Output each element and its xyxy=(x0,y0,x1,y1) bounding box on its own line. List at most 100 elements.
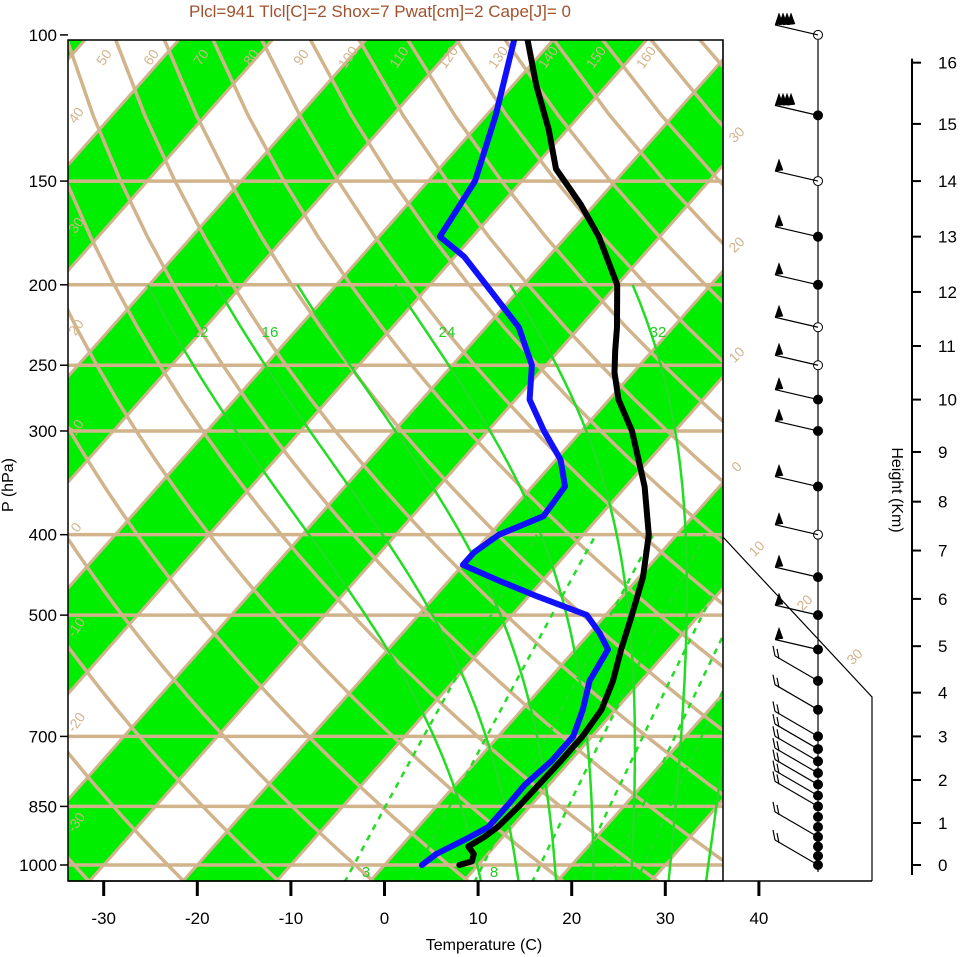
mixing-ratio-label: 12 xyxy=(192,324,209,341)
temperature-band xyxy=(557,694,723,881)
wind-barb-feather xyxy=(776,804,780,816)
temperature-tick-label: 0 xyxy=(380,909,389,928)
isotherm xyxy=(68,40,462,485)
height-tick-label: 6 xyxy=(938,590,947,609)
isotherm-label: 30 xyxy=(843,645,865,667)
temperature-band xyxy=(68,59,723,881)
wind-barb-feather xyxy=(776,648,780,659)
wind-barb-feather xyxy=(776,763,780,774)
temperature-profile-line xyxy=(456,40,652,868)
mixing-ratio-label: 32 xyxy=(650,324,667,341)
wind-barb-feather xyxy=(776,832,780,844)
height-tick-label: 14 xyxy=(938,172,957,191)
pressure-tick-label: 200 xyxy=(29,276,57,295)
wind-barb xyxy=(774,354,819,366)
height-tick-label: 9 xyxy=(938,443,947,462)
wind-barb-flag xyxy=(774,304,784,318)
height-tick-label: 3 xyxy=(938,727,947,746)
wind-barb-feather xyxy=(772,701,776,712)
dry-adiabat xyxy=(938,35,961,900)
pressure-tick-label: 1000 xyxy=(19,856,57,875)
height-tick-label: 15 xyxy=(938,115,957,134)
wind-barb xyxy=(774,475,819,488)
wind-barb xyxy=(774,770,819,797)
height-tick-label: 1 xyxy=(938,814,947,833)
y-axis-title: P (hPa) xyxy=(0,458,17,512)
wind-station-marker xyxy=(813,841,823,852)
wind-barb-flag xyxy=(774,376,784,390)
wind-barb-feather xyxy=(772,760,776,771)
height-tick-label: 0 xyxy=(938,856,947,875)
moist-adiabat xyxy=(146,284,483,881)
isotherm xyxy=(68,40,368,379)
wind-barb-flag xyxy=(774,408,784,422)
isotherm xyxy=(181,268,723,881)
height-tick-label: 8 xyxy=(938,493,947,512)
wind-barb xyxy=(774,604,819,616)
wind-barb-flag xyxy=(774,213,784,227)
wind-barb-flag xyxy=(774,342,784,356)
wind-barb xyxy=(774,655,819,682)
wind-barb-feather xyxy=(776,752,780,763)
temperature-tick-label: -20 xyxy=(185,909,210,928)
temperature-axis: -30 -20 -10 0 10 20 30 40 xyxy=(91,881,768,928)
wind-barb-feather xyxy=(772,771,776,782)
isotherm xyxy=(916,35,961,899)
height-tick-label: 4 xyxy=(938,684,947,703)
pressure-tick-label: 100 xyxy=(29,26,57,45)
isotherm-label: 0 xyxy=(728,458,745,475)
isotherm xyxy=(87,162,723,881)
wind-barb xyxy=(774,104,819,116)
wind-barb-feather xyxy=(772,737,776,749)
isotherm-label: 10 xyxy=(725,343,747,365)
isotherm xyxy=(68,57,723,802)
temperature-tick-label: 20 xyxy=(562,909,581,928)
wind-station-marker xyxy=(813,822,823,833)
wind-barb xyxy=(774,389,819,401)
x-axis-title: Temperature (C) xyxy=(426,937,542,954)
wind-barb-feather xyxy=(776,740,780,752)
dry-adiabat xyxy=(68,424,471,881)
wind-barb-feather xyxy=(772,726,776,737)
dry-adiabat xyxy=(259,40,723,607)
height-tick-label: 5 xyxy=(938,637,947,656)
isotherm xyxy=(368,480,723,881)
moist-adiabat xyxy=(296,284,558,881)
isotherm xyxy=(68,40,275,274)
wind-barb xyxy=(774,839,819,866)
wind-barb-feather xyxy=(772,801,776,813)
moist-adiabat xyxy=(509,284,637,881)
wind-barb xyxy=(774,735,819,762)
height-tick-label: 11 xyxy=(938,337,956,356)
wind-barb xyxy=(774,274,819,286)
wind-barb-feather xyxy=(772,674,776,685)
dry-adiabat xyxy=(68,643,281,881)
moist-adiabat xyxy=(704,747,723,881)
isotherm xyxy=(555,691,723,881)
wind-barb-feather xyxy=(772,829,776,841)
mixing-ratio-line xyxy=(635,687,723,881)
isotherm-label: 10 xyxy=(745,537,767,559)
pressure-tick-label: 400 xyxy=(29,526,57,545)
wind-barb xyxy=(774,811,819,838)
wind-station-marker xyxy=(813,850,823,861)
wind-barb xyxy=(774,780,819,807)
temperature-tick-label: -30 xyxy=(91,909,116,928)
wind-barb xyxy=(774,24,819,36)
pressure-tick-label: 500 xyxy=(29,606,57,625)
dry-adiabat xyxy=(405,40,723,424)
chart-header: Plcl=941 Tlcl[C]=2 Shox=7 Pwat[cm]=2 Cap… xyxy=(189,2,571,21)
temperature-tick-label: -10 xyxy=(279,909,304,928)
sounding-profiles xyxy=(418,40,652,868)
wind-barb xyxy=(774,226,819,238)
wind-station-marker xyxy=(813,811,823,822)
isotherm xyxy=(68,40,556,591)
wind-barb-flag xyxy=(786,12,796,26)
wind-barb xyxy=(774,638,819,651)
wind-barb-flag xyxy=(774,554,784,568)
height-tick-label: 13 xyxy=(938,228,957,247)
wind-barb-feather xyxy=(772,749,776,760)
mixing-ratio-lines xyxy=(343,534,723,881)
isotherm-label: 30 xyxy=(725,123,747,145)
